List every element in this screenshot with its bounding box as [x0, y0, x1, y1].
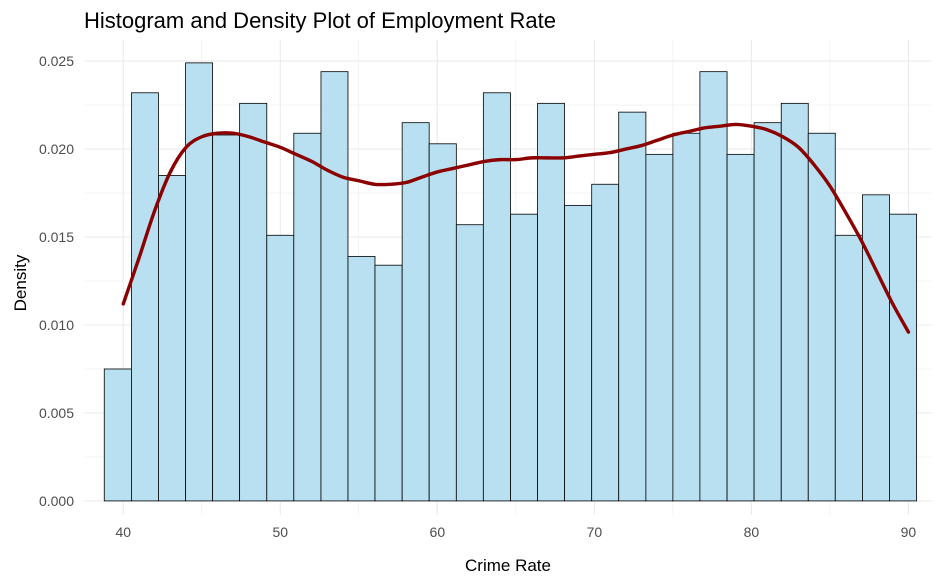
histogram-bar-4	[185, 62, 214, 502]
histogram-bar-10	[347, 255, 376, 502]
x-tick-label: 80	[744, 524, 760, 540]
histogram-bar-9	[320, 71, 349, 502]
x-tick-label: 90	[901, 524, 917, 540]
histogram-bar-16	[510, 213, 538, 502]
x-axis-ticks: 40 50 60 70 80 90	[115, 524, 916, 540]
y-tick-label: 0.015	[39, 229, 74, 245]
x-tick-label: 70	[587, 524, 603, 540]
histogram-bar-13	[428, 143, 457, 502]
histogram-bar-29	[862, 194, 890, 502]
histogram-bar-15	[482, 92, 511, 502]
histogram-bar-12	[401, 122, 430, 502]
histogram-bar-5	[212, 134, 241, 502]
y-axis-ticks: 0.000 0.005 0.010 0.015 0.020 0.025	[39, 53, 74, 509]
y-tick-label: 0.010	[39, 317, 74, 333]
x-tick-label: 50	[273, 524, 289, 540]
histogram-bar-8	[293, 132, 322, 502]
histogram-bar-18	[564, 204, 593, 502]
histogram-bar-2	[131, 92, 159, 502]
histogram-bar-19	[591, 183, 620, 502]
histogram-bar-25	[753, 122, 782, 502]
density-curve-group	[121, 122, 911, 334]
histogram-bar-27	[807, 132, 836, 502]
y-tick-label: 0.005	[39, 405, 74, 421]
y-tick-label: 0.020	[39, 141, 74, 157]
y-tick-label: 0.025	[39, 53, 74, 69]
y-tick-label: 0.000	[39, 493, 74, 509]
histogram-bar-30	[889, 213, 918, 502]
histogram-bar-24	[726, 153, 755, 502]
histogram-bar-1	[103, 368, 132, 502]
histogram-bar-11	[374, 264, 403, 502]
histogram-bar-3	[158, 175, 187, 502]
histogram-bar-28	[834, 234, 863, 502]
chart-title: Histogram and Density Plot of Employment…	[84, 8, 556, 33]
density-curve	[121, 122, 911, 334]
histogram-bar-22	[672, 132, 701, 502]
histogram-bars	[103, 62, 918, 502]
histogram-bar-7	[266, 234, 295, 502]
x-tick-label: 60	[430, 524, 446, 540]
histogram-bar-17	[537, 102, 565, 502]
y-axis-title: Density	[11, 254, 30, 311]
histogram-bar-26	[780, 102, 809, 502]
x-tick-label: 40	[115, 524, 131, 540]
histogram-bar-20	[618, 111, 647, 502]
histogram-bar-14	[455, 224, 484, 502]
histogram-bar-23	[699, 71, 728, 502]
histogram-bar-6	[239, 102, 268, 502]
x-axis-title: Crime Rate	[465, 556, 551, 575]
histogram-bar-21	[645, 153, 674, 502]
